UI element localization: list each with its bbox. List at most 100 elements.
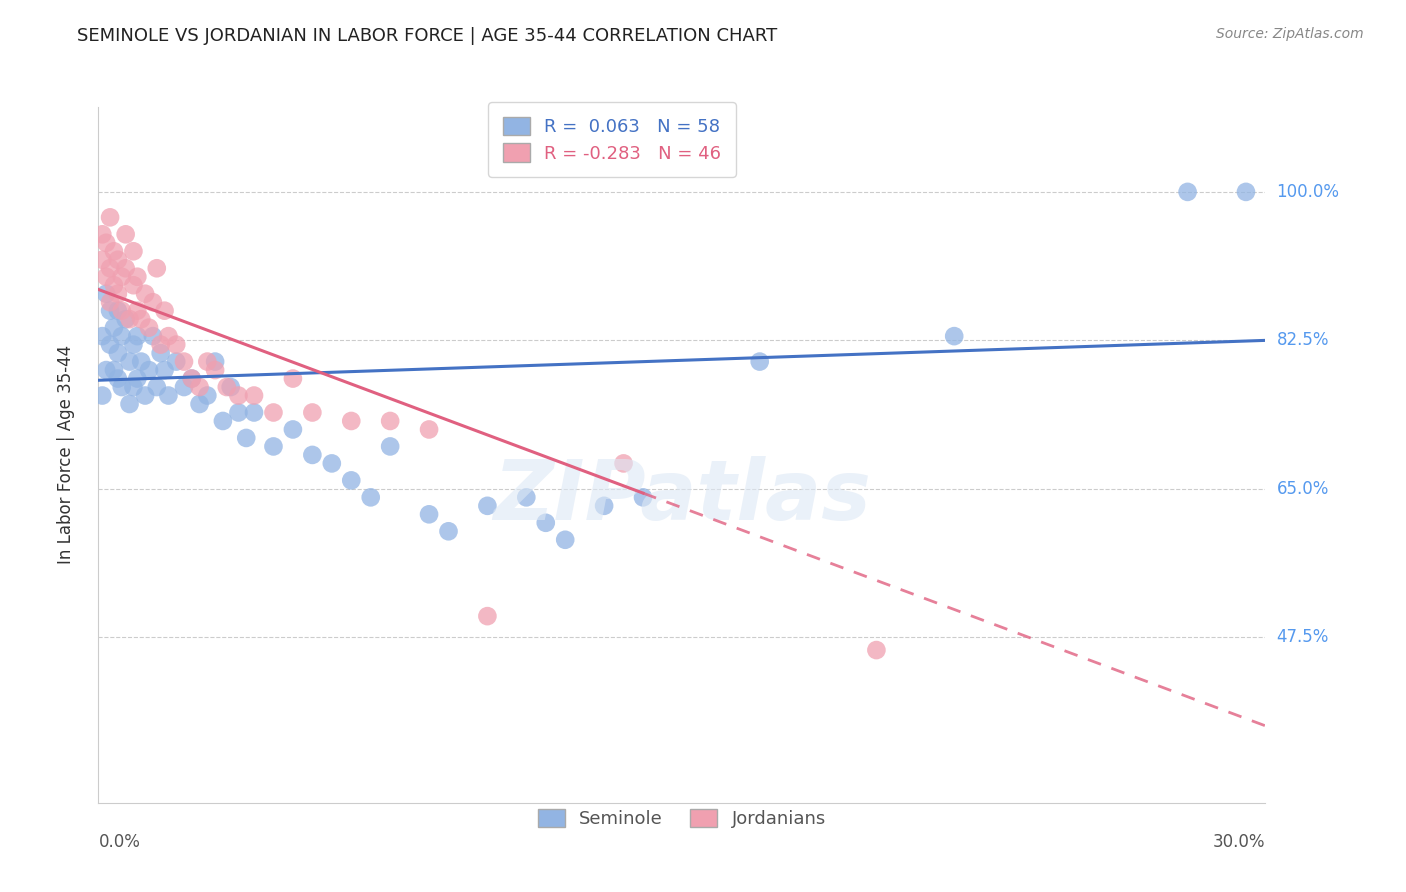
Point (301, 405, 323, 419)
Point (122, 337, 145, 351)
Point (149, 337, 172, 351)
Point (103, 363, 125, 377)
Point (262, 405, 284, 419)
Point (91, 227, 114, 242)
Text: 0.0%: 0.0% (98, 833, 141, 851)
Text: 65.0%: 65.0% (1277, 480, 1329, 498)
Point (188, 397, 211, 411)
Point (195, 388, 218, 402)
Point (103, 278, 125, 293)
Point (180, 371, 202, 385)
Point (114, 261, 136, 276)
Point (173, 354, 195, 368)
Point (418, 422, 440, 436)
Point (235, 431, 257, 445)
Point (91, 329, 114, 343)
Point (243, 388, 266, 402)
Point (114, 227, 136, 242)
Point (188, 380, 211, 394)
Point (554, 533, 576, 547)
Point (111, 269, 134, 284)
Point (437, 524, 460, 539)
Point (134, 388, 156, 402)
Point (96, 286, 118, 301)
Point (215, 380, 238, 394)
Point (138, 363, 160, 377)
Point (534, 516, 557, 530)
Point (127, 269, 149, 284)
Point (418, 508, 440, 522)
Point (380, 439, 402, 453)
Point (107, 286, 129, 301)
Point (122, 380, 145, 394)
Point (96, 235, 118, 250)
Point (91, 388, 114, 402)
Point (748, 354, 770, 368)
Point (96, 363, 118, 377)
Point (98, 337, 121, 351)
Point (127, 303, 149, 318)
Point (122, 278, 145, 293)
Point (127, 329, 149, 343)
Point (631, 491, 654, 505)
Point (129, 354, 152, 368)
Point (142, 329, 165, 343)
Point (340, 474, 363, 488)
Point (114, 312, 136, 326)
Point (107, 371, 129, 385)
Point (98, 303, 121, 318)
Point (340, 414, 363, 428)
Point (1177, 185, 1199, 199)
Text: 47.5%: 47.5% (1277, 628, 1329, 647)
Point (111, 380, 134, 394)
Point (118, 312, 141, 326)
Legend: Seminole, Jordanians: Seminole, Jordanians (530, 802, 834, 836)
Point (321, 457, 343, 471)
Text: 30.0%: 30.0% (1213, 833, 1265, 851)
Point (107, 303, 129, 318)
Point (204, 363, 226, 377)
Point (195, 354, 218, 368)
Point (96, 269, 118, 284)
Point (515, 491, 537, 505)
Point (212, 414, 235, 428)
Point (380, 414, 402, 428)
Y-axis label: In Labor Force | Age 35-44: In Labor Force | Age 35-44 (56, 345, 75, 565)
Point (180, 371, 202, 385)
Text: 82.5%: 82.5% (1277, 331, 1329, 350)
Point (165, 354, 187, 368)
Point (219, 380, 242, 394)
Point (107, 346, 129, 360)
Point (477, 609, 499, 624)
Point (477, 499, 499, 513)
Point (111, 329, 134, 343)
Point (122, 244, 145, 259)
Point (142, 295, 165, 310)
Point (103, 244, 125, 259)
Text: SEMINOLE VS JORDANIAN IN LABOR FORCE | AGE 35-44 CORRELATION CHART: SEMINOLE VS JORDANIAN IN LABOR FORCE | A… (77, 27, 778, 45)
Point (127, 371, 149, 385)
Point (98, 211, 121, 225)
Point (165, 337, 187, 351)
Point (157, 388, 180, 402)
Point (98, 261, 121, 276)
Point (153, 303, 176, 318)
Point (111, 303, 134, 318)
Point (228, 405, 250, 419)
Point (228, 388, 250, 402)
Text: ZIPatlas: ZIPatlas (494, 456, 870, 537)
Point (118, 354, 141, 368)
Point (146, 261, 169, 276)
Point (98, 295, 121, 310)
Point (134, 286, 156, 301)
Point (146, 380, 169, 394)
Point (301, 448, 323, 462)
Point (107, 252, 129, 267)
Point (153, 363, 176, 377)
Point (149, 346, 172, 360)
Point (943, 329, 966, 343)
Point (129, 312, 152, 326)
Point (138, 320, 160, 334)
Text: Source: ZipAtlas.com: Source: ZipAtlas.com (1216, 27, 1364, 41)
Point (103, 320, 125, 334)
